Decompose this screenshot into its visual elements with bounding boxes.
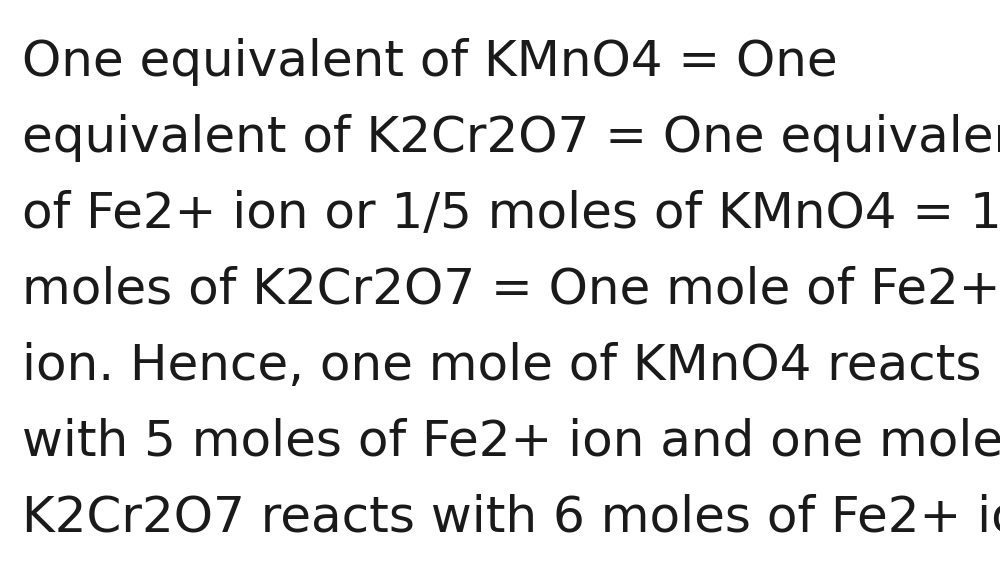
Text: moles of K2Cr2O7 = One mole of Fe2+: moles of K2Cr2O7 = One mole of Fe2+	[22, 266, 1000, 314]
Text: of Fe2+ ion or 1/5 moles of KMnO4 = 1/6: of Fe2+ ion or 1/5 moles of KMnO4 = 1/6	[22, 190, 1000, 238]
Text: equivalent of K2Cr2O7 = One equivalent: equivalent of K2Cr2O7 = One equivalent	[22, 114, 1000, 162]
Text: K2Cr2O7 reacts with 6 moles of Fe2+ ion.: K2Cr2O7 reacts with 6 moles of Fe2+ ion.	[22, 494, 1000, 542]
Text: with 5 moles of Fe2+ ion and one mole of: with 5 moles of Fe2+ ion and one mole of	[22, 418, 1000, 466]
Text: One equivalent of KMnO4 = One: One equivalent of KMnO4 = One	[22, 38, 838, 86]
Text: ion. Hence, one mole of KMnO4 reacts: ion. Hence, one mole of KMnO4 reacts	[22, 342, 982, 390]
